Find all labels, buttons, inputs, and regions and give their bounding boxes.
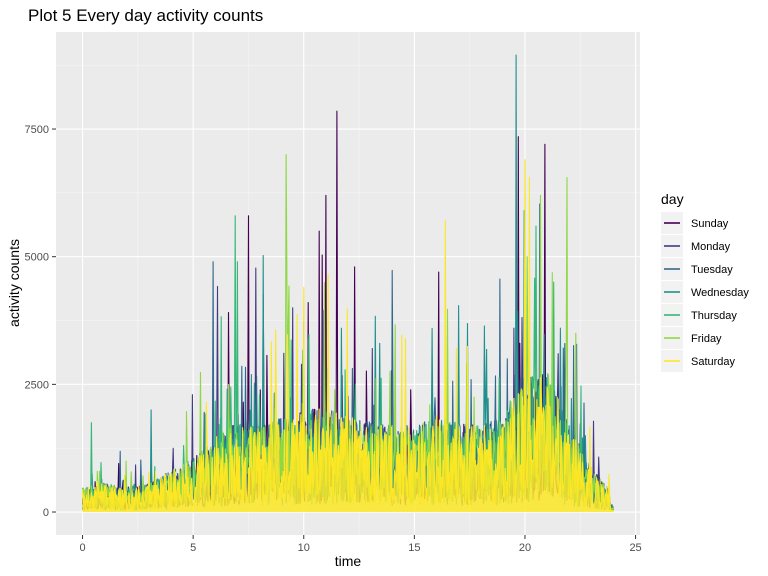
series-saturday — [81, 159, 614, 512]
x-tick-label: 15 — [408, 542, 420, 554]
series-line-saturday — [81, 159, 614, 512]
legend-label: Wednesday — [691, 287, 749, 299]
series-layer — [81, 54, 615, 512]
legend-item: Wednesday — [661, 281, 749, 303]
legend-title: day — [661, 191, 684, 207]
legend-label: Monday — [691, 241, 731, 253]
y-tick-label: 2500 — [25, 379, 49, 391]
legend-label: Tuesday — [691, 264, 733, 276]
y-tick-label: 0 — [43, 507, 49, 519]
legend-label: Thursday — [691, 310, 737, 322]
legend-label: Sunday — [691, 218, 729, 230]
legend-label: Friday — [691, 333, 722, 345]
legend-item: Tuesday — [661, 258, 733, 280]
x-tick-label: 0 — [79, 542, 85, 554]
x-tick-label: 20 — [519, 542, 531, 554]
legend: day Sunday Monday Tuesday Wednesday Thursday… — [661, 191, 749, 372]
legend-item: Friday — [661, 327, 722, 349]
y-axis-title: activity counts — [6, 239, 22, 327]
legend-item: Monday — [661, 235, 731, 257]
legend-item: Thursday — [661, 304, 737, 326]
axes: 0 5 10 15 20 25 0 2500 5000 7500 — [25, 124, 642, 554]
x-tick-label: 25 — [629, 542, 641, 554]
y-tick-label: 5000 — [25, 252, 49, 264]
legend-item: Saturday — [661, 350, 736, 372]
chart-title: Plot 5 Every day activity counts — [28, 6, 263, 25]
y-tick-label: 7500 — [25, 124, 49, 136]
x-tick-label: 10 — [298, 542, 310, 554]
x-tick-label: 5 — [190, 542, 196, 554]
x-axis-title: time — [335, 553, 362, 569]
legend-label: Saturday — [691, 356, 736, 368]
legend-item: Sunday — [661, 212, 729, 234]
